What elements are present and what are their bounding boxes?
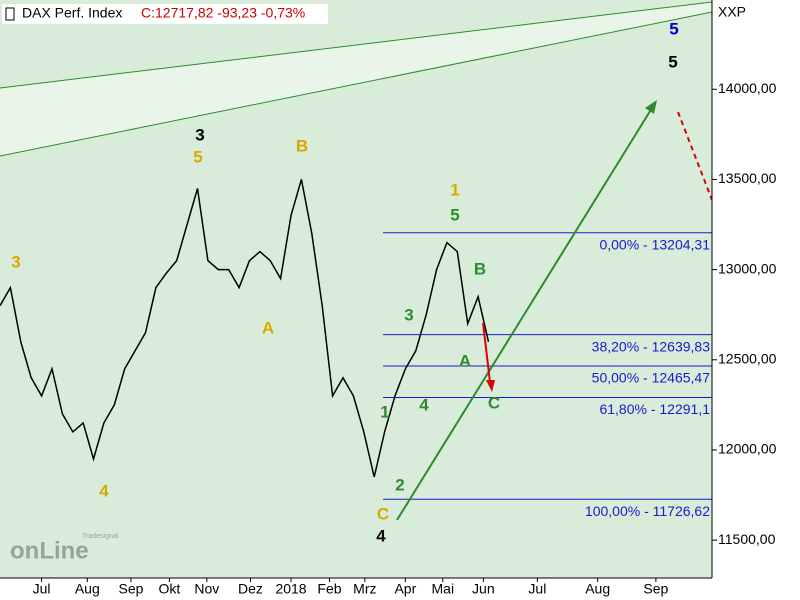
arrow-head: [645, 100, 657, 114]
chart-title: DAX Perf. Index: [22, 5, 122, 21]
header-box: [2, 4, 328, 24]
channel-line: [0, 1, 713, 89]
header-icon: [5, 7, 15, 21]
y-tick-label: 11500,00: [718, 531, 776, 547]
y-tick-label: 13500,00: [718, 170, 777, 186]
wave-label: B: [296, 136, 308, 155]
x-tick-label: Mrz: [353, 581, 376, 597]
x-tick-label: Aug: [585, 581, 610, 597]
channel-line: [0, 11, 713, 157]
x-tick-label: Aug: [75, 581, 100, 597]
fib-label: 0,00% - 13204,31: [599, 236, 710, 252]
down-arrow: [482, 322, 491, 383]
arrow-head: [486, 380, 495, 392]
y-tick-label: 12500,00: [718, 350, 777, 366]
wave-label: A: [459, 351, 471, 370]
fib-label: 38,20% - 12639,83: [592, 338, 711, 354]
x-tick-label: Jun: [472, 581, 495, 597]
wave-label: A: [262, 318, 274, 337]
y-tick-label: 14000,00: [718, 80, 777, 96]
fib-label: 61,80% - 12291,1: [599, 401, 710, 417]
wave-label: 4: [376, 526, 386, 545]
brand: Tradesignal: [82, 533, 119, 540]
wave-label: 2: [395, 475, 404, 494]
x-tick-label: Mai: [432, 581, 455, 597]
channel-fill: [0, 2, 712, 156]
x-tick-label: 2018: [275, 581, 306, 597]
x-tick-label: Jul: [33, 581, 51, 597]
brand: onLine: [10, 537, 89, 564]
x-tick-label: Jul: [528, 581, 546, 597]
wave-label: 3: [11, 252, 20, 271]
y-axis-area: [712, 0, 800, 600]
symbol: XXP: [718, 4, 746, 20]
y-tick-label: 12000,00: [718, 441, 777, 457]
wave-label: B: [474, 259, 486, 278]
fib-label: 50,00% - 12465,47: [592, 370, 711, 386]
wave-label: 4: [99, 481, 109, 500]
x-axis-area: [0, 578, 712, 600]
projection-line: [677, 111, 713, 201]
x-tick-label: Nov: [194, 581, 219, 597]
x-tick-label: Apr: [394, 581, 416, 597]
wave-label: 5: [669, 19, 678, 38]
price-line: [0, 179, 490, 478]
wave-label: C: [488, 393, 500, 412]
wave-label: 5: [450, 205, 459, 224]
wave-label: 1: [380, 402, 389, 421]
x-tick-label: Sep: [119, 581, 144, 597]
wave-label: 5: [668, 52, 677, 71]
wave-label: C: [377, 504, 389, 523]
y-tick-label: 13000,00: [718, 260, 777, 276]
wave-label: 4: [419, 395, 429, 414]
wave-label: 3: [404, 305, 413, 324]
wave-label: 5: [193, 147, 202, 166]
x-tick-label: Feb: [317, 581, 341, 597]
fib-label: 100,00% - 11726,62: [585, 503, 710, 519]
wave-label: 1: [450, 180, 459, 199]
x-tick-label: Sep: [643, 581, 668, 597]
wave-label: 3: [195, 125, 204, 144]
x-tick-label: Okt: [159, 581, 181, 597]
chart-subtitle: C:12717,82 -93,23 -0,73%: [141, 5, 305, 21]
trend-arrow: [396, 107, 653, 521]
x-tick-label: Dez: [238, 581, 263, 597]
